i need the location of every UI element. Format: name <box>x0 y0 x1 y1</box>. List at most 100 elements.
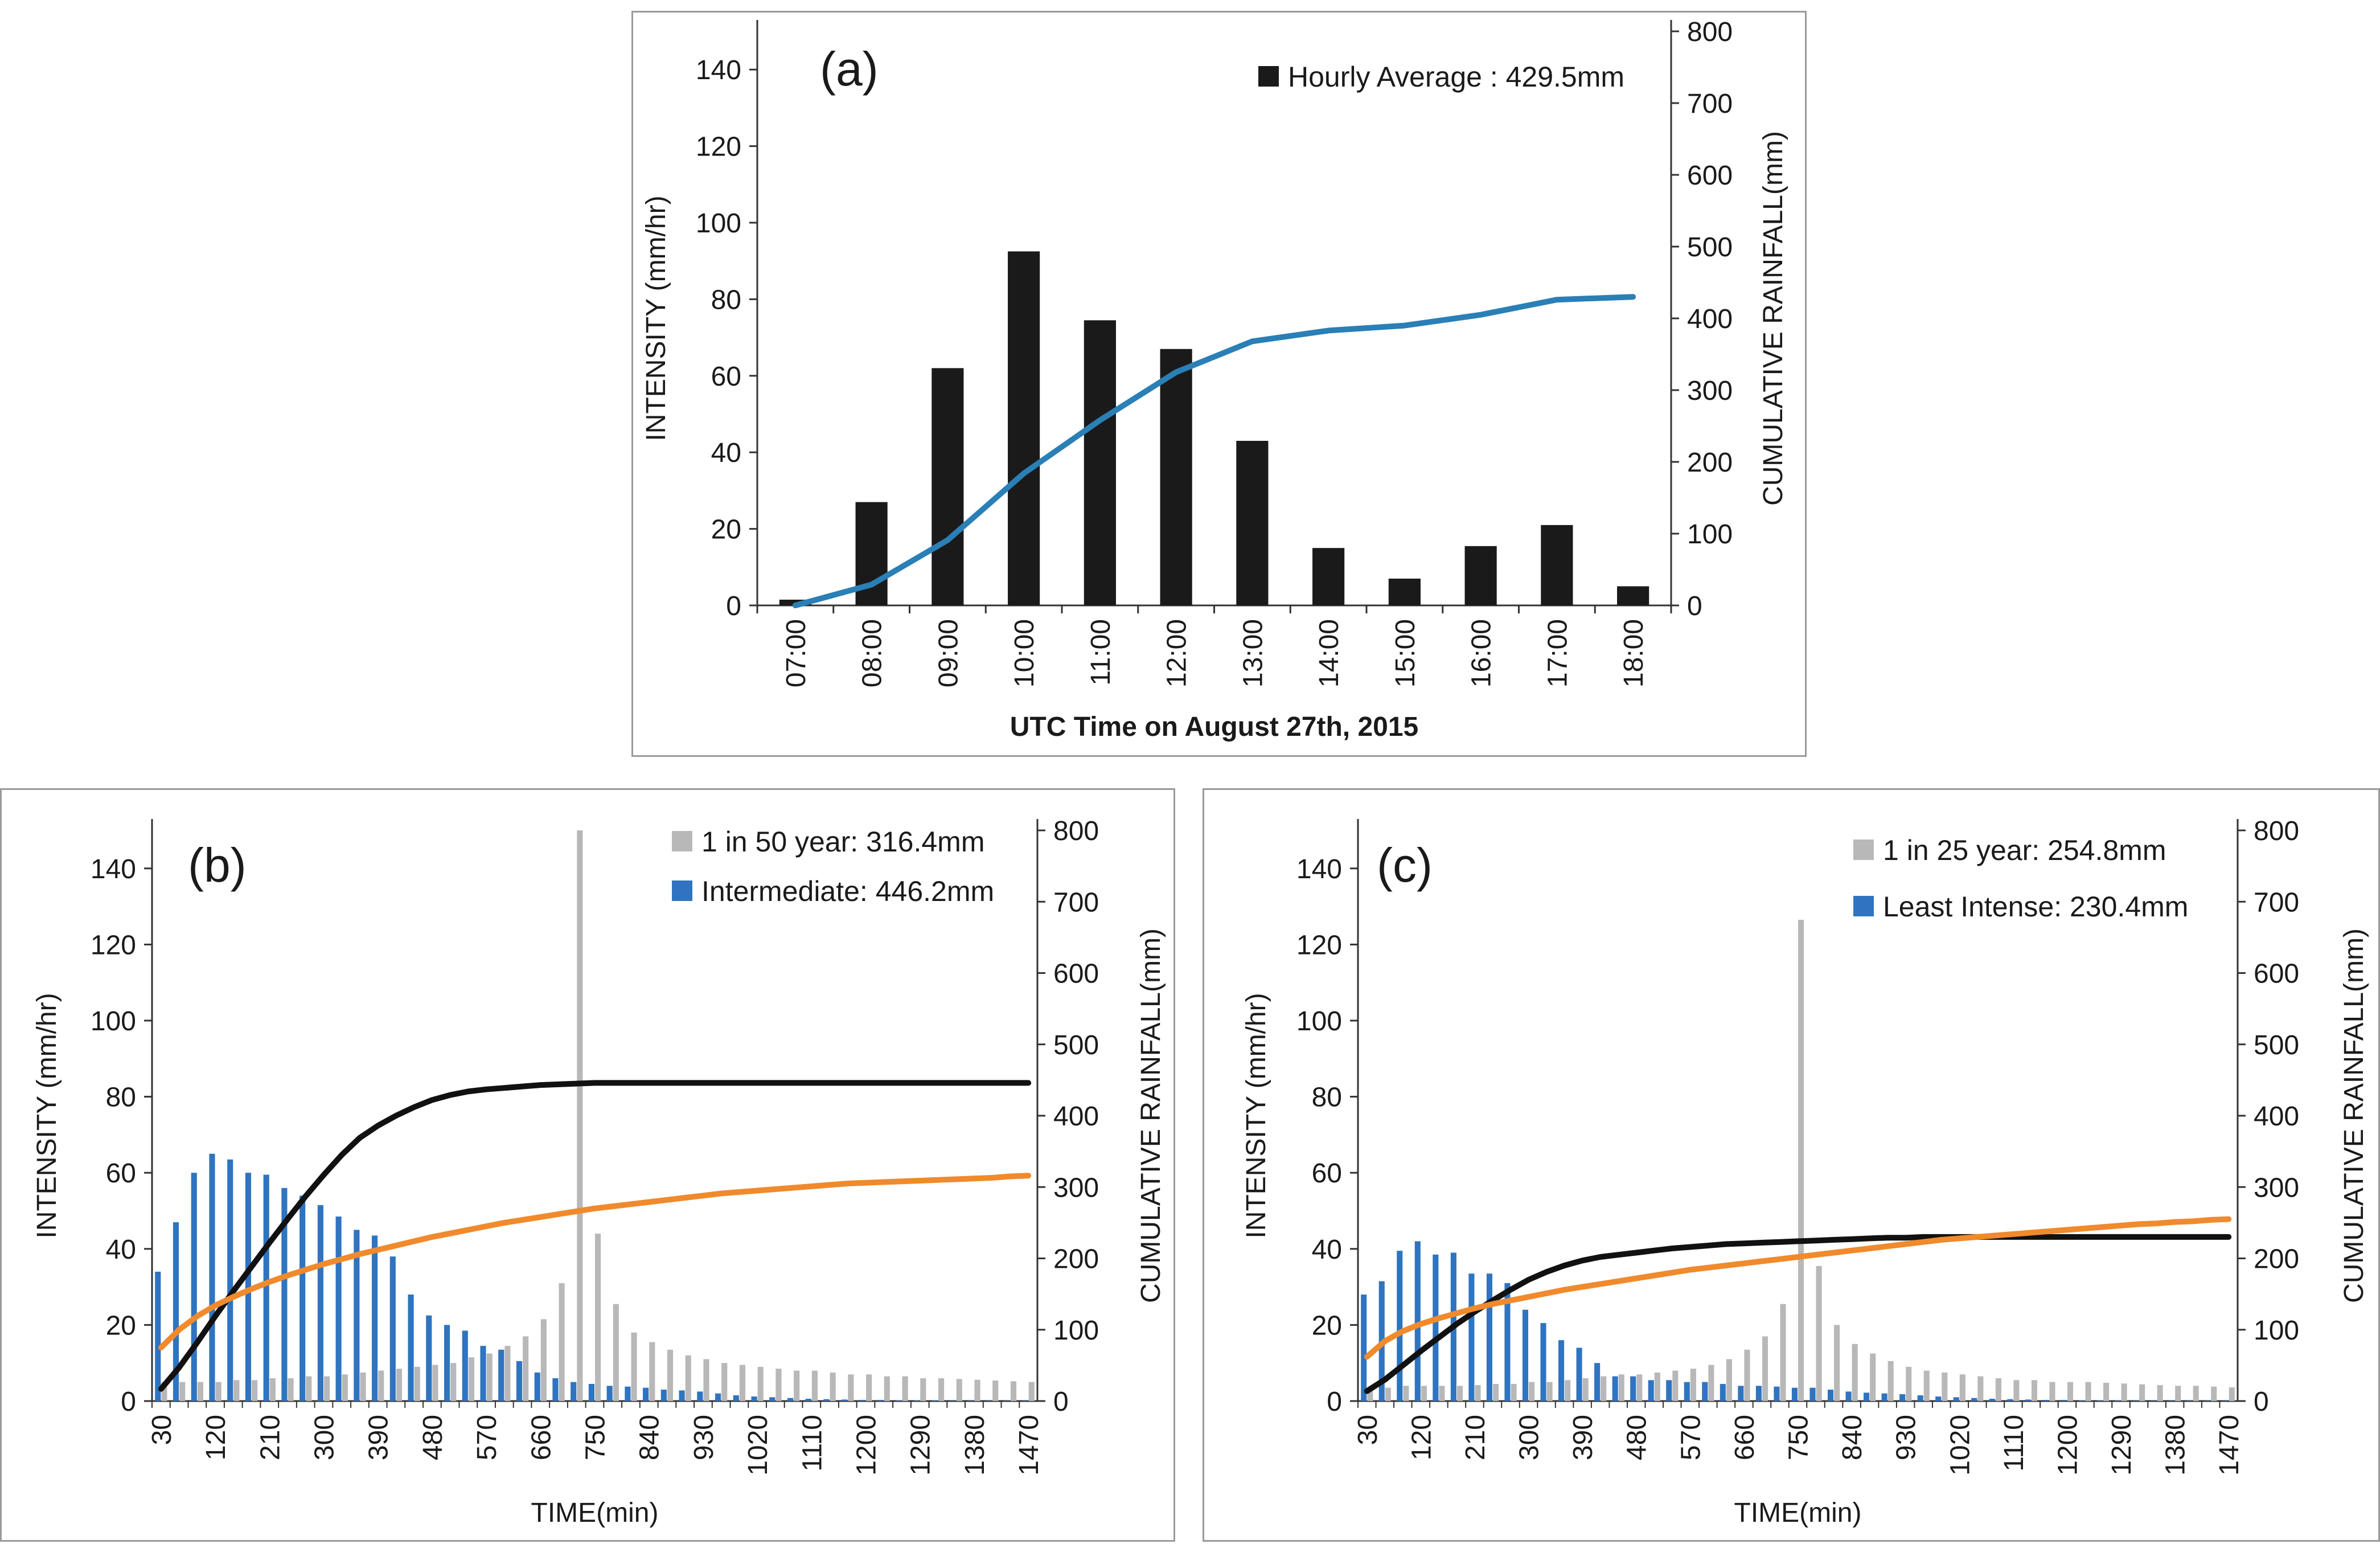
y-tick-label: 40 <box>106 1235 136 1265</box>
y-tick-label: 60 <box>1312 1158 1342 1189</box>
x-tick-label: 480 <box>1622 1415 1652 1460</box>
y2-tick-label: 500 <box>1053 1030 1099 1060</box>
bar-intermediate-150 <box>227 1159 233 1401</box>
x-tick-label: 210 <box>1460 1415 1491 1460</box>
bar-least-intense-840 <box>1845 1391 1852 1401</box>
bar-least-intense-630 <box>1720 1383 1726 1401</box>
bar-1-in-50-year-1230 <box>884 1376 890 1401</box>
bar-1-in-50-year-90 <box>197 1382 203 1401</box>
y-axis-title: INTENSITY (mm/hr) <box>641 195 671 441</box>
bar-1-in-25-year-1110 <box>2013 1380 2020 1401</box>
y2-tick-label: 300 <box>1687 376 1733 406</box>
bar-1-in-50-year-600 <box>504 1346 511 1401</box>
bar-intermediate-1260 <box>896 1400 902 1401</box>
x-tick-label: 07:00 <box>781 619 811 687</box>
bar-1-in-50-year-750 <box>595 1234 601 1401</box>
bar-1-in-50-year-300 <box>323 1376 330 1401</box>
y-tick-label: 40 <box>711 438 741 468</box>
x-tick-label: 30 <box>1353 1415 1383 1445</box>
bar-1-in-25-year-210 <box>1475 1385 1481 1401</box>
legend-swatch <box>1853 896 1874 916</box>
bar-intermediate-1440 <box>1004 1400 1010 1401</box>
bar-1-in-25-year-1440 <box>2211 1386 2217 1401</box>
bar-1-in-25-year-1350 <box>2157 1385 2163 1401</box>
bar-intermediate-750 <box>588 1383 594 1401</box>
bar-1-in-50-year-1380 <box>974 1379 980 1401</box>
bar-1-in-25-year-360 <box>1565 1380 1571 1401</box>
bar-1-in-25-year-630 <box>1726 1359 1732 1401</box>
bar-1-in-25-year-1290 <box>2121 1383 2127 1401</box>
x-tick-label: 1470 <box>1014 1415 1044 1476</box>
bar-least-intense-150 <box>1433 1254 1439 1401</box>
bar-least-intense-240 <box>1486 1273 1492 1401</box>
bar-intermediate-930 <box>697 1391 703 1401</box>
bar-least-intense-690 <box>1755 1386 1762 1401</box>
bar-intermediate-960 <box>715 1393 721 1401</box>
y-tick-label: 120 <box>91 930 136 960</box>
bar-1-in-50-year-360 <box>360 1372 366 1401</box>
bar-12:00 <box>1160 349 1192 605</box>
y2-tick-label: 400 <box>1687 304 1733 334</box>
bar-1-in-50-year-1110 <box>811 1370 818 1401</box>
chart-b: 0 20 40 60 80 100 120 140 0 100 200 300 400 500 600 700… <box>32 816 1166 1528</box>
bar-least-intense-270 <box>1504 1283 1511 1401</box>
legend-swatch <box>672 880 692 901</box>
chart-panel-b <box>0 788 1175 1542</box>
bar-1-in-25-year-120 <box>1421 1386 1427 1401</box>
x-tick-label: 120 <box>1406 1415 1437 1460</box>
bar-intermediate-90 <box>191 1173 197 1401</box>
bar-intermediate-1020 <box>751 1396 757 1401</box>
y2-tick-label: 0 <box>1687 591 1702 621</box>
x-axis-title: TIME(min) <box>1734 1498 1862 1528</box>
bar-1-in-50-year-120 <box>215 1382 221 1401</box>
bar-1-in-50-year-690 <box>559 1283 565 1401</box>
bar-intermediate-990 <box>733 1395 739 1401</box>
bar-1-in-25-year-90 <box>1403 1386 1409 1401</box>
x-tick-label: 300 <box>1515 1415 1545 1460</box>
y-tick-label: 20 <box>106 1310 136 1341</box>
bar-least-intense-510 <box>1648 1380 1654 1401</box>
x-tick-label: 08:00 <box>857 619 888 687</box>
x-tick-label: 930 <box>689 1415 719 1460</box>
y-axis-title: INTENSITY (mm/hr) <box>1241 993 1271 1238</box>
bar-1-in-25-year-570 <box>1690 1369 1696 1401</box>
bar-least-intense-1140 <box>2025 1399 2031 1401</box>
bar-1-in-25-year-990 <box>1942 1372 1948 1401</box>
bar-1-in-50-year-900 <box>685 1355 691 1401</box>
bar-least-intense-1200 <box>2061 1399 2067 1401</box>
bar-1-in-25-year-600 <box>1708 1365 1714 1401</box>
bar-1-in-25-year-960 <box>1923 1370 1930 1401</box>
bar-1-in-25-year-480 <box>1636 1374 1643 1401</box>
bar-1-in-25-year-690 <box>1762 1336 1768 1401</box>
bar-least-intense-1470 <box>2222 1400 2229 1401</box>
bar-least-intense-600 <box>1702 1382 1708 1401</box>
x-tick-label: 1380 <box>960 1415 990 1476</box>
bar-1-in-25-year-870 <box>1870 1353 1876 1401</box>
chart-c: 0 20 40 60 80 100 120 140 0 100 200 300 400 500 600 700… <box>1241 816 2369 1528</box>
bar-least-intense-990 <box>1935 1396 1942 1401</box>
y2-tick-label: 0 <box>2254 1387 2269 1417</box>
legend-swatch <box>1853 839 1874 860</box>
x-tick-label: 570 <box>472 1415 502 1460</box>
bar-intermediate-480 <box>426 1315 432 1401</box>
bar-intermediate-210 <box>263 1174 269 1401</box>
bar-1-in-50-year-390 <box>378 1370 384 1401</box>
bar-1-in-25-year-1200 <box>2067 1382 2074 1401</box>
chart-panel-a <box>631 11 1807 757</box>
bar-intermediate-1050 <box>769 1397 775 1401</box>
y-tick-label: 80 <box>106 1083 136 1113</box>
y2-tick-label: 100 <box>2254 1316 2299 1346</box>
y2-tick-label: 800 <box>2254 816 2299 846</box>
line-intermediate-cumulative <box>158 1080 1032 1392</box>
x-tick-label: 570 <box>1676 1415 1706 1460</box>
y2-tick-label: 700 <box>1053 887 1099 918</box>
bar-1-in-25-year-300 <box>1529 1382 1535 1401</box>
bar-intermediate-300 <box>317 1205 323 1401</box>
panel-label: (a) <box>820 42 879 96</box>
bar-1-in-50-year-1200 <box>866 1374 872 1401</box>
bar-1-in-25-year-1230 <box>2085 1382 2091 1401</box>
bar-least-intense-1410 <box>2186 1400 2193 1401</box>
x-tick-label: 1110 <box>797 1415 827 1472</box>
bar-intermediate-1410 <box>986 1400 992 1401</box>
y-tick-label: 60 <box>711 362 741 392</box>
